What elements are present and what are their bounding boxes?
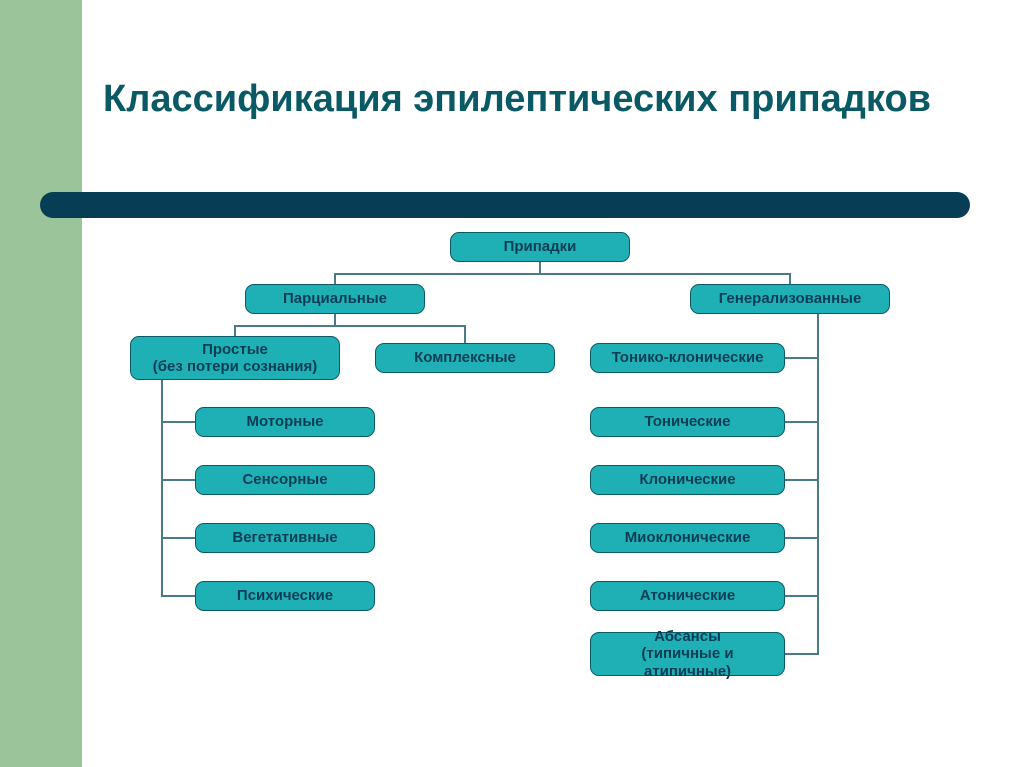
page-title: Классификация эпилептических припадков <box>103 78 983 122</box>
node-aton: Атонические <box>590 581 785 611</box>
title-underline-pill <box>40 192 970 218</box>
node-simple: Простые(без потери сознания) <box>130 336 340 380</box>
node-motor: Моторные <box>195 407 375 437</box>
green-accent-bar <box>0 0 82 767</box>
title-container: Классификация эпилептических припадков <box>103 78 983 122</box>
node-part: Парциальные <box>245 284 425 314</box>
node-tonic: Тонические <box>590 407 785 437</box>
node-root: Припадки <box>450 232 630 262</box>
node-abs: Абсансы(типичные и атипичные) <box>590 632 785 676</box>
node-psy: Психические <box>195 581 375 611</box>
node-compl: Комплексные <box>375 343 555 373</box>
node-sens: Сенсорные <box>195 465 375 495</box>
node-myo: Миоклонические <box>590 523 785 553</box>
slide: Классификация эпилептических припадков П… <box>0 0 1024 767</box>
node-veg: Вегетативные <box>195 523 375 553</box>
node-clon: Клонические <box>590 465 785 495</box>
node-gen: Генерализованные <box>690 284 890 314</box>
node-tc: Тонико-клонические <box>590 343 785 373</box>
hierarchy-diagram: Припадки Парциальные Генерализованные Прост… <box>130 232 1000 752</box>
